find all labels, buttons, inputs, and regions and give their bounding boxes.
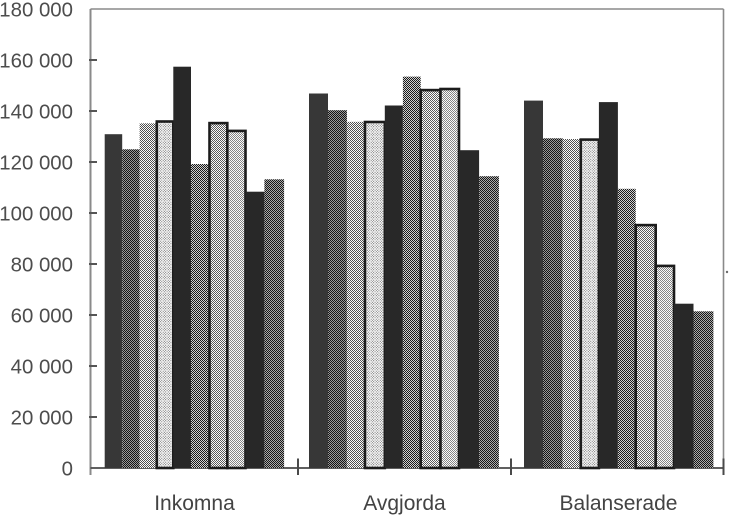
svg-text:180 000: 180 000 [0,0,73,21]
svg-text:120 000: 120 000 [0,152,73,174]
svg-text:Avgjorda: Avgjorda [363,492,446,515]
svg-text:40 000: 40 000 [11,356,73,378]
svg-text:100 000: 100 000 [0,203,73,225]
svg-text:80 000: 80 000 [11,254,73,276]
svg-text:160 000: 160 000 [0,50,73,72]
svg-text:Balanserade: Balanserade [560,492,678,515]
svg-text:140 000: 140 000 [0,101,73,123]
svg-text:60 000: 60 000 [11,305,73,327]
svg-text:Inkomna: Inkomna [154,492,235,515]
svg-text:0: 0 [62,458,73,480]
svg-text:20 000: 20 000 [11,407,73,429]
